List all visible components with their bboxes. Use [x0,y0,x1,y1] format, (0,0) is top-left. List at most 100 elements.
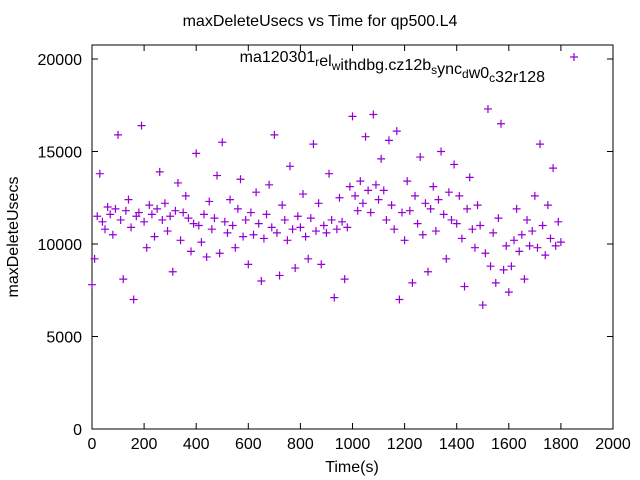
data-point [116,215,125,224]
data-point [403,177,412,186]
data-point [395,295,404,304]
data-point [447,215,456,224]
x-tick-label: 2000 [595,436,631,453]
data-point [150,232,159,241]
data-point [145,201,154,210]
x-tick-label: 1400 [439,436,475,453]
data-point [106,210,115,219]
data-point [332,225,341,234]
data-point [481,249,490,258]
data-point [111,204,120,213]
data-point [434,195,443,204]
data-point [296,223,305,232]
data-point [551,241,560,250]
data-point [272,228,281,237]
y-tick-label: 20000 [38,52,83,69]
x-tick-label: 1600 [491,436,527,453]
data-point [496,119,505,128]
data-point [207,225,216,234]
data-point [197,238,206,247]
data-point [421,199,430,208]
data-point [129,295,138,304]
data-point [103,203,112,211]
data-point [306,214,315,223]
data-point [309,140,318,149]
data-point [93,212,102,221]
data-point [254,219,263,228]
data-point [90,254,99,263]
data-point [158,215,167,224]
data-point [301,232,310,241]
data-point [283,236,292,245]
x-tick-label: 1200 [387,436,423,453]
data-point [442,254,451,263]
y-axis-label: maxDeleteUsecs [5,177,22,298]
legend-plus-icon [570,53,578,61]
plot-border [91,44,614,430]
data-point [444,188,453,197]
data-point [507,262,516,271]
data-point [257,277,266,285]
data-point [192,149,201,158]
data-point [119,275,128,284]
data-point [181,191,190,200]
data-point [98,217,107,226]
data-point [101,225,110,234]
data-point [140,217,149,226]
data-point [312,227,321,236]
data-point [476,221,485,230]
data-point [241,215,250,224]
data-point [153,204,162,213]
data-point [223,228,232,237]
data-point [246,208,255,217]
data-point [179,208,188,217]
x-tick-label: 800 [287,436,314,453]
data-point [147,210,156,219]
data-point [280,215,289,224]
data-point [366,208,375,217]
data-point [478,301,487,310]
data-point [374,195,383,204]
data-point [108,230,117,239]
data-point [528,227,537,236]
y-tick-label: 15000 [38,145,83,162]
data-point [416,153,425,162]
data-point [411,191,420,200]
data-point [431,227,440,236]
y-tick-label: 10000 [38,237,83,254]
data-point [554,217,563,226]
data-point [124,195,133,204]
data-point [457,234,466,243]
data-point [325,169,334,178]
data-point [549,164,558,173]
data-point [202,252,211,261]
data-point [226,195,235,204]
data-point [233,204,242,213]
data-point [252,188,261,197]
data-point [205,197,214,206]
data-point [400,236,409,245]
data-point [390,225,399,234]
data-point [371,180,380,189]
data-point [450,160,459,169]
data-point [304,254,313,263]
data-point [270,130,279,139]
x-tick-label: 0 [88,436,97,453]
data-point [176,236,185,245]
data-point [530,191,539,200]
data-point [189,219,198,228]
data-point [288,225,297,234]
data-point [142,243,151,252]
x-axis-label: Time(s) [325,459,379,476]
data-point [314,199,323,208]
data-point [186,247,195,256]
data-point [184,214,193,223]
data-point [538,221,547,230]
data-point [473,201,482,210]
data-point [121,206,130,215]
data-point [244,260,253,269]
data-point [210,214,219,223]
data-point [231,243,240,252]
data-point [340,275,349,284]
data-point [345,182,354,191]
